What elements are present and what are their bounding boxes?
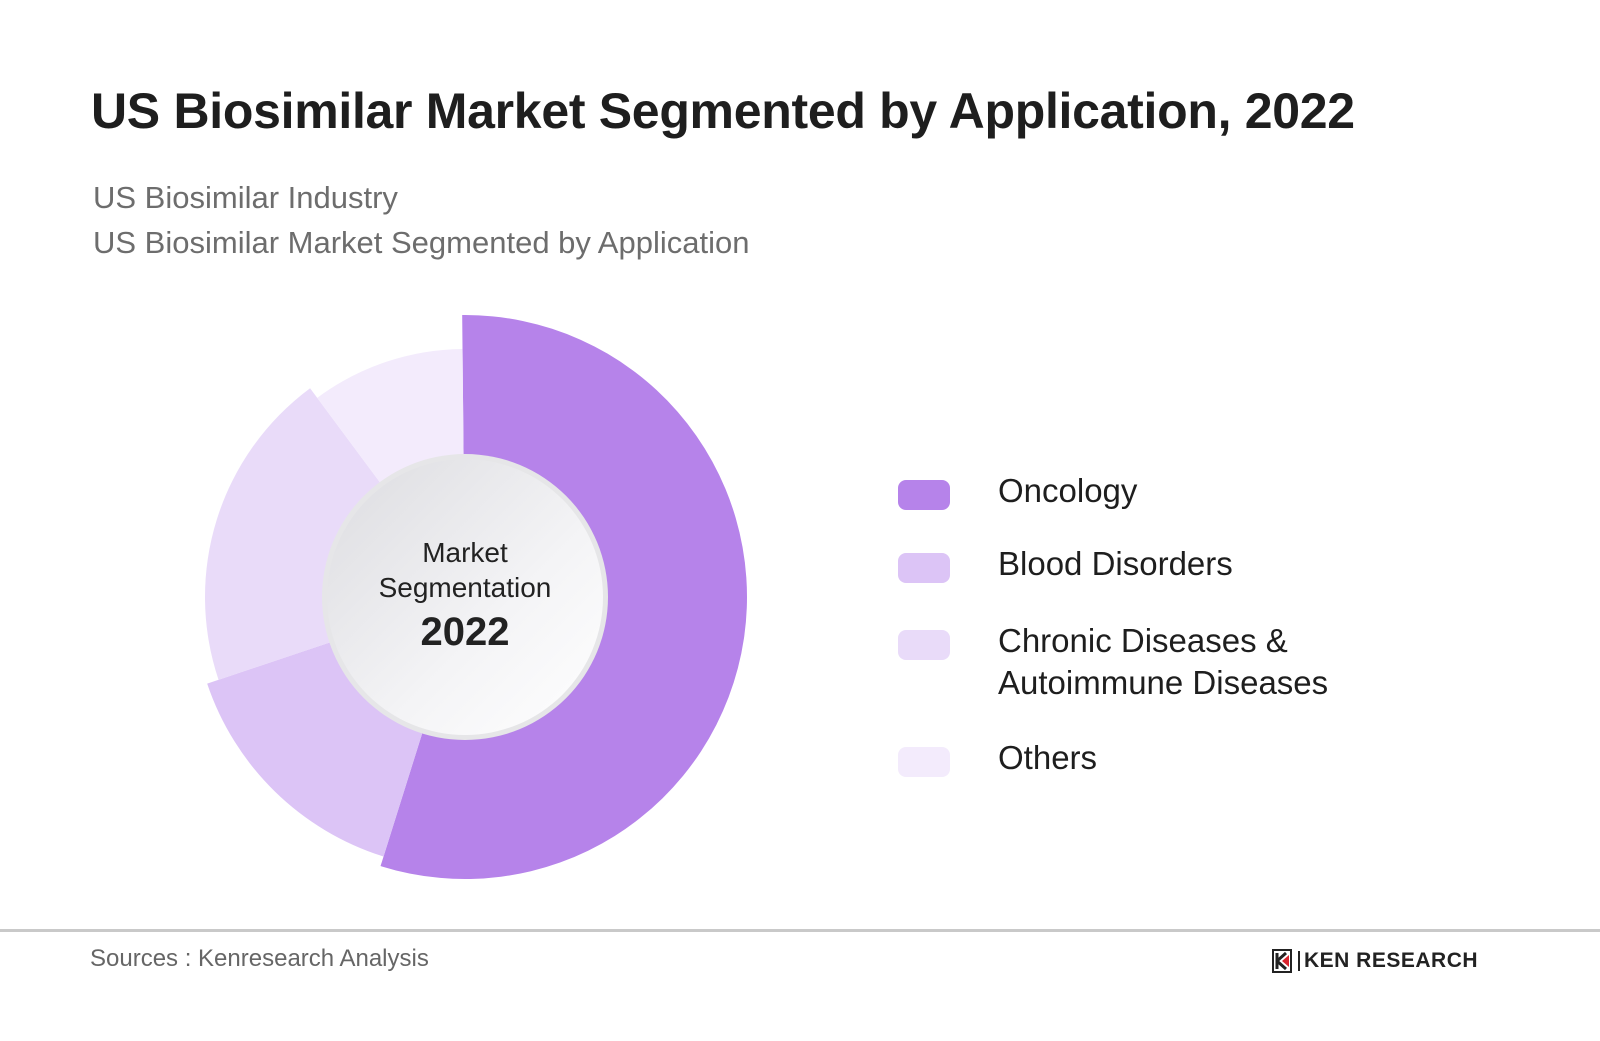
legend-item: Others	[898, 739, 1097, 777]
center-label-market: Market	[422, 537, 508, 568]
center-label-segmentation: Segmentation	[378, 572, 552, 603]
subtitle-industry: US Biosimilar Industry	[93, 180, 398, 215]
logo-text: KEN RESEARCH	[1304, 949, 1479, 972]
legend-swatch	[898, 747, 950, 777]
legend-label-line: Others	[998, 739, 1098, 776]
legend-swatch	[898, 630, 950, 660]
subtitle-segment: US Biosimilar Market Segmented by Applic…	[93, 225, 750, 260]
ken-research-logo: KEN RESEARCH	[1272, 949, 1478, 973]
legend-label-line: Blood Disorders	[998, 545, 1233, 582]
logo-k-icon	[1272, 949, 1292, 973]
legend-swatch	[898, 480, 950, 510]
legend-item: Oncology	[898, 472, 1137, 510]
legend-item: Chronic Diseases & Autoimmune Diseases	[898, 622, 1328, 701]
chart-title: US Biosimilar Market Segmented by Applic…	[91, 83, 1355, 139]
legend-item: Blood Disorders	[898, 545, 1233, 583]
legend-label: Others	[998, 737, 1418, 779]
footer-divider	[0, 929, 1600, 932]
legend-label: Chronic Diseases & Autoimmune Diseases	[998, 620, 1418, 704]
slice-chronic-diseases-autoimmune-diseases	[204, 388, 394, 680]
legend-swatch	[898, 553, 950, 583]
legend-label: Blood Disorders	[998, 543, 1418, 585]
legend-label-line: Chronic Diseases &	[998, 622, 1288, 659]
legend-label-line: Oncology	[998, 472, 1138, 509]
legend-label-line: Autoimmune Diseases	[998, 664, 1329, 701]
legend-label: Oncology	[998, 470, 1418, 512]
center-label-year: 2022	[420, 610, 510, 654]
center-circle	[327, 459, 603, 735]
source-note: Sources : Kenresearch Analysis	[90, 945, 429, 972]
